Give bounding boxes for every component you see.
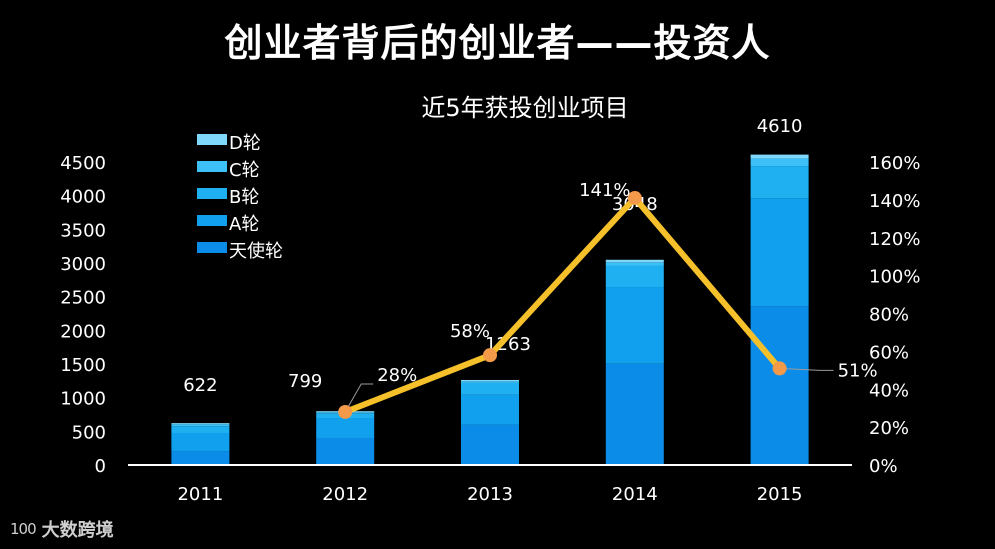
- y-tick-label: 3000: [60, 254, 106, 275]
- legend-label: B轮: [229, 187, 259, 208]
- bar-segment: [461, 381, 519, 383]
- bar-segment: [605, 363, 664, 465]
- y-tick-label: 0: [95, 456, 106, 477]
- y-tick-label: 500: [72, 422, 106, 443]
- legend-label: A轮: [229, 214, 259, 235]
- y-tick-label: 2000: [60, 321, 106, 342]
- growth-label: 141%: [579, 180, 630, 201]
- bar-segment: [750, 154, 809, 159]
- growth-marker: [772, 361, 787, 376]
- chart-title: 近5年获投创业项目: [421, 94, 628, 122]
- bar-segment: [461, 379, 519, 382]
- growth-leader-line: [344, 383, 374, 413]
- bar-segment: [171, 432, 230, 452]
- growth-marker: [338, 404, 353, 419]
- y-tick-label: 1000: [60, 389, 106, 410]
- growth-marker: [483, 348, 497, 363]
- bar-segment: [316, 438, 375, 465]
- legend-label: C轮: [229, 160, 260, 181]
- y2-tick-label: 40%: [869, 380, 909, 401]
- bar-segment: [750, 166, 809, 199]
- bar-segment: [461, 382, 519, 395]
- x-tick-label: 2011: [177, 484, 223, 505]
- x-tick-label: 2015: [757, 484, 803, 505]
- bar-segment: [461, 394, 519, 425]
- growth-leader-line: [779, 367, 834, 371]
- legend-label: 天使轮: [229, 241, 283, 262]
- bar-total-label: 799: [288, 371, 322, 392]
- bar-segment: [605, 262, 664, 266]
- growth-label: 51%: [838, 360, 878, 381]
- watermark-text: 大数跨境: [41, 520, 114, 541]
- bar-segment: [750, 158, 809, 167]
- growth-label: 58%: [450, 321, 490, 342]
- legend-swatch: [197, 242, 227, 253]
- y-tick-label: 2500: [60, 288, 106, 309]
- growth-line: [344, 194, 782, 415]
- bar-segment: [171, 426, 230, 433]
- bar-total-label: 622: [183, 375, 217, 396]
- legend-swatch: [197, 188, 227, 199]
- y2-tick-label: 160%: [869, 153, 920, 174]
- bar-segment: [605, 265, 664, 288]
- y2-tick-label: 100%: [869, 267, 920, 288]
- bar-segment: [750, 198, 809, 307]
- y2-tick-label: 20%: [869, 418, 909, 439]
- y-tick-label: 3500: [60, 220, 106, 241]
- y-tick-label: 1500: [60, 355, 106, 376]
- y2-tick-label: 60%: [869, 342, 909, 363]
- y-tick-label: 4000: [60, 187, 106, 208]
- bar-segment: [605, 259, 664, 263]
- bar-segment: [171, 451, 230, 465]
- x-tick-label: 2014: [612, 484, 658, 505]
- legend-swatch: [197, 134, 227, 145]
- legend-swatch: [197, 161, 227, 172]
- y-tick-label: 4500: [60, 153, 106, 174]
- y2-tick-label: 0%: [869, 456, 898, 477]
- bar-segment: [171, 424, 230, 427]
- legend-label: D轮: [229, 133, 261, 154]
- bar-total-label: 4610: [757, 116, 803, 137]
- y2-tick-label: 120%: [869, 229, 920, 250]
- bar-segment: [461, 424, 519, 465]
- legend-swatch: [197, 215, 227, 226]
- growth-label: 28%: [377, 365, 417, 386]
- watermark: 100 大数跨境: [10, 516, 114, 542]
- y2-tick-label: 140%: [869, 191, 920, 212]
- y2-tick-label: 80%: [869, 305, 909, 326]
- x-tick-label: 2013: [467, 484, 513, 505]
- bar-segment: [605, 287, 664, 364]
- growth-marker: [627, 190, 642, 205]
- page-title: 创业者背后的创业者——投资人: [224, 21, 771, 65]
- bar-segment: [316, 418, 375, 439]
- bar-segment: [171, 423, 230, 425]
- x-tick-label: 2012: [322, 484, 368, 505]
- bar-segment: [750, 306, 809, 465]
- watermark-logo-icon: 100: [10, 520, 37, 538]
